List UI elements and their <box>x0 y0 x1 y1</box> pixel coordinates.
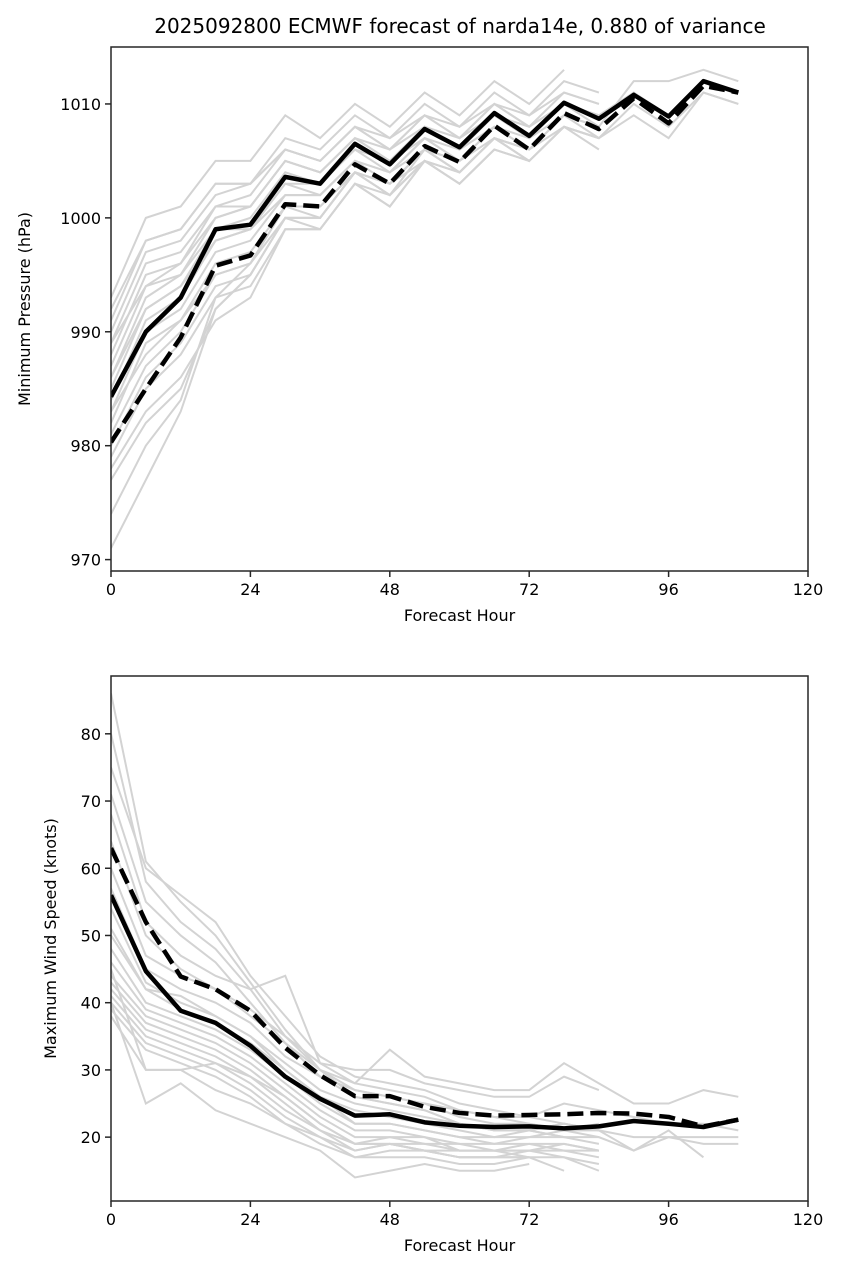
wind-y-tick-label: 60 <box>81 859 101 878</box>
wind-y-tick-label: 70 <box>81 792 101 811</box>
wind-series <box>111 847 739 1131</box>
pressure-ensemble-member-line <box>111 91 600 310</box>
pressure-x-axis-label: Forecast Hour <box>404 606 516 625</box>
wind-x-tick-label: 24 <box>240 1210 260 1229</box>
pressure-x-tick-label: 120 <box>793 580 824 599</box>
pressure-dashed-series-line <box>111 83 739 444</box>
wind-x-tick-label: 120 <box>793 1210 824 1229</box>
wind-y-tick-label: 50 <box>81 926 101 945</box>
wind-y-tick-label: 30 <box>81 1061 101 1080</box>
pressure-x-tick-label: 24 <box>240 580 260 599</box>
pressure-x-tick-label: 0 <box>106 580 116 599</box>
wind-ensemble-member-line <box>111 1002 530 1179</box>
wind-x-tick-label: 0 <box>106 1210 116 1229</box>
pressure-ensemble-member-line <box>111 160 426 549</box>
wind-x-tick-label: 48 <box>380 1210 400 1229</box>
pressure-x-tick-label: 72 <box>519 580 539 599</box>
wind-ensemble-member-line <box>111 1008 530 1166</box>
wind-x-axis-label: Forecast Hour <box>404 1236 516 1255</box>
pressure-y-tick-label: 980 <box>70 437 101 456</box>
pressure-y-axis-label: Minimum Pressure (hPa) <box>15 212 34 406</box>
wind-ensemble-member-line <box>111 1015 599 1152</box>
wind-ensemble-members <box>111 693 739 1179</box>
pressure-y-tick-label: 1010 <box>60 95 101 114</box>
pressure-y-tick-label: 990 <box>70 323 101 342</box>
pressure-panel: 0 24 48 72 96 120 970 980 990 1000 1010 Forecast … <box>15 46 823 625</box>
pressure-y-tick-label: 1000 <box>60 209 101 228</box>
wind-y-axis-label: Maximum Wind Speed (knots) <box>41 818 60 1059</box>
wind-axes-frame <box>110 675 809 1202</box>
wind-panel: 0 24 48 72 96 120 20 30 40 50 60 70 80 Forecast Hou… <box>41 675 823 1255</box>
wind-x-tick-label: 96 <box>658 1210 678 1229</box>
pressure-ensemble-member-line <box>111 125 600 413</box>
wind-ensemble-member-line <box>111 934 705 1159</box>
wind-ensemble-member-line <box>111 961 600 1152</box>
pressure-x-tick-label: 96 <box>658 580 678 599</box>
wind-y-tick-label: 20 <box>81 1128 101 1147</box>
wind-x-tick-label: 72 <box>519 1210 539 1229</box>
wind-ensemble-member-line <box>111 867 600 1098</box>
pressure-ensemble-member-line <box>111 69 565 299</box>
wind-y-ticks: 20 30 40 50 60 70 80 <box>81 725 111 1147</box>
wind-mean-series-line <box>111 894 739 1131</box>
wind-ensemble-member-line <box>111 968 600 1159</box>
wind-y-tick-label: 40 <box>81 994 101 1013</box>
pressure-mean-series-line <box>111 78 739 398</box>
pressure-ensemble-members <box>111 68 739 549</box>
pressure-y-tick-label: 970 <box>70 551 101 570</box>
pressure-series <box>111 78 739 444</box>
pressure-y-ticks: 970 980 990 1000 1010 <box>60 95 111 570</box>
wind-ensemble-member-line <box>111 888 739 1132</box>
pressure-x-tick-label: 48 <box>380 580 400 599</box>
pressure-x-ticks: 0 24 48 72 96 120 <box>106 571 823 599</box>
wind-ensemble-member-line <box>111 767 600 1132</box>
pressure-axes-frame <box>110 46 809 572</box>
figure-title: 2025092800 ECMWF forecast of narda14e, 0… <box>154 14 766 38</box>
wind-y-tick-label: 80 <box>81 725 101 744</box>
wind-x-ticks: 0 24 48 72 96 120 <box>106 1201 823 1229</box>
